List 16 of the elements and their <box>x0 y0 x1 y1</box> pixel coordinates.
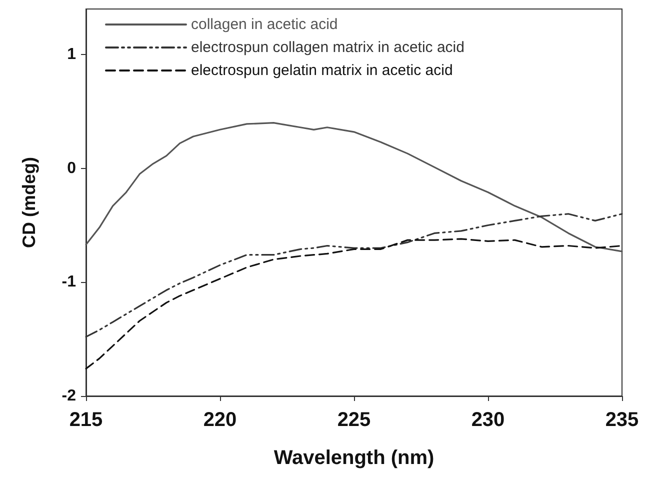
line-series <box>85 122 623 252</box>
x-axis-title: Wavelength (nm) <box>274 447 434 469</box>
y-axis-title: CD (mdeg) <box>19 157 39 248</box>
text: electrospun collagen matrix in acetic acid <box>191 39 464 56</box>
line-series <box>85 238 623 370</box>
text: collagen in acetic acid <box>191 16 338 33</box>
x-tick-label: 215 <box>69 409 103 431</box>
y-tick-label: 0 <box>67 160 76 177</box>
x-tick-label: 230 <box>471 409 505 431</box>
x-tick-label: 220 <box>203 409 237 431</box>
text: electrospun gelatin matrix in acetic acid <box>191 62 453 79</box>
y-tick-label: -2 <box>62 388 76 404</box>
x-tick-label: 235 <box>605 409 639 431</box>
y-tick-label: 1 <box>67 46 76 64</box>
y-tick-label: -1 <box>62 274 76 291</box>
x-tick-label: 225 <box>337 409 371 431</box>
